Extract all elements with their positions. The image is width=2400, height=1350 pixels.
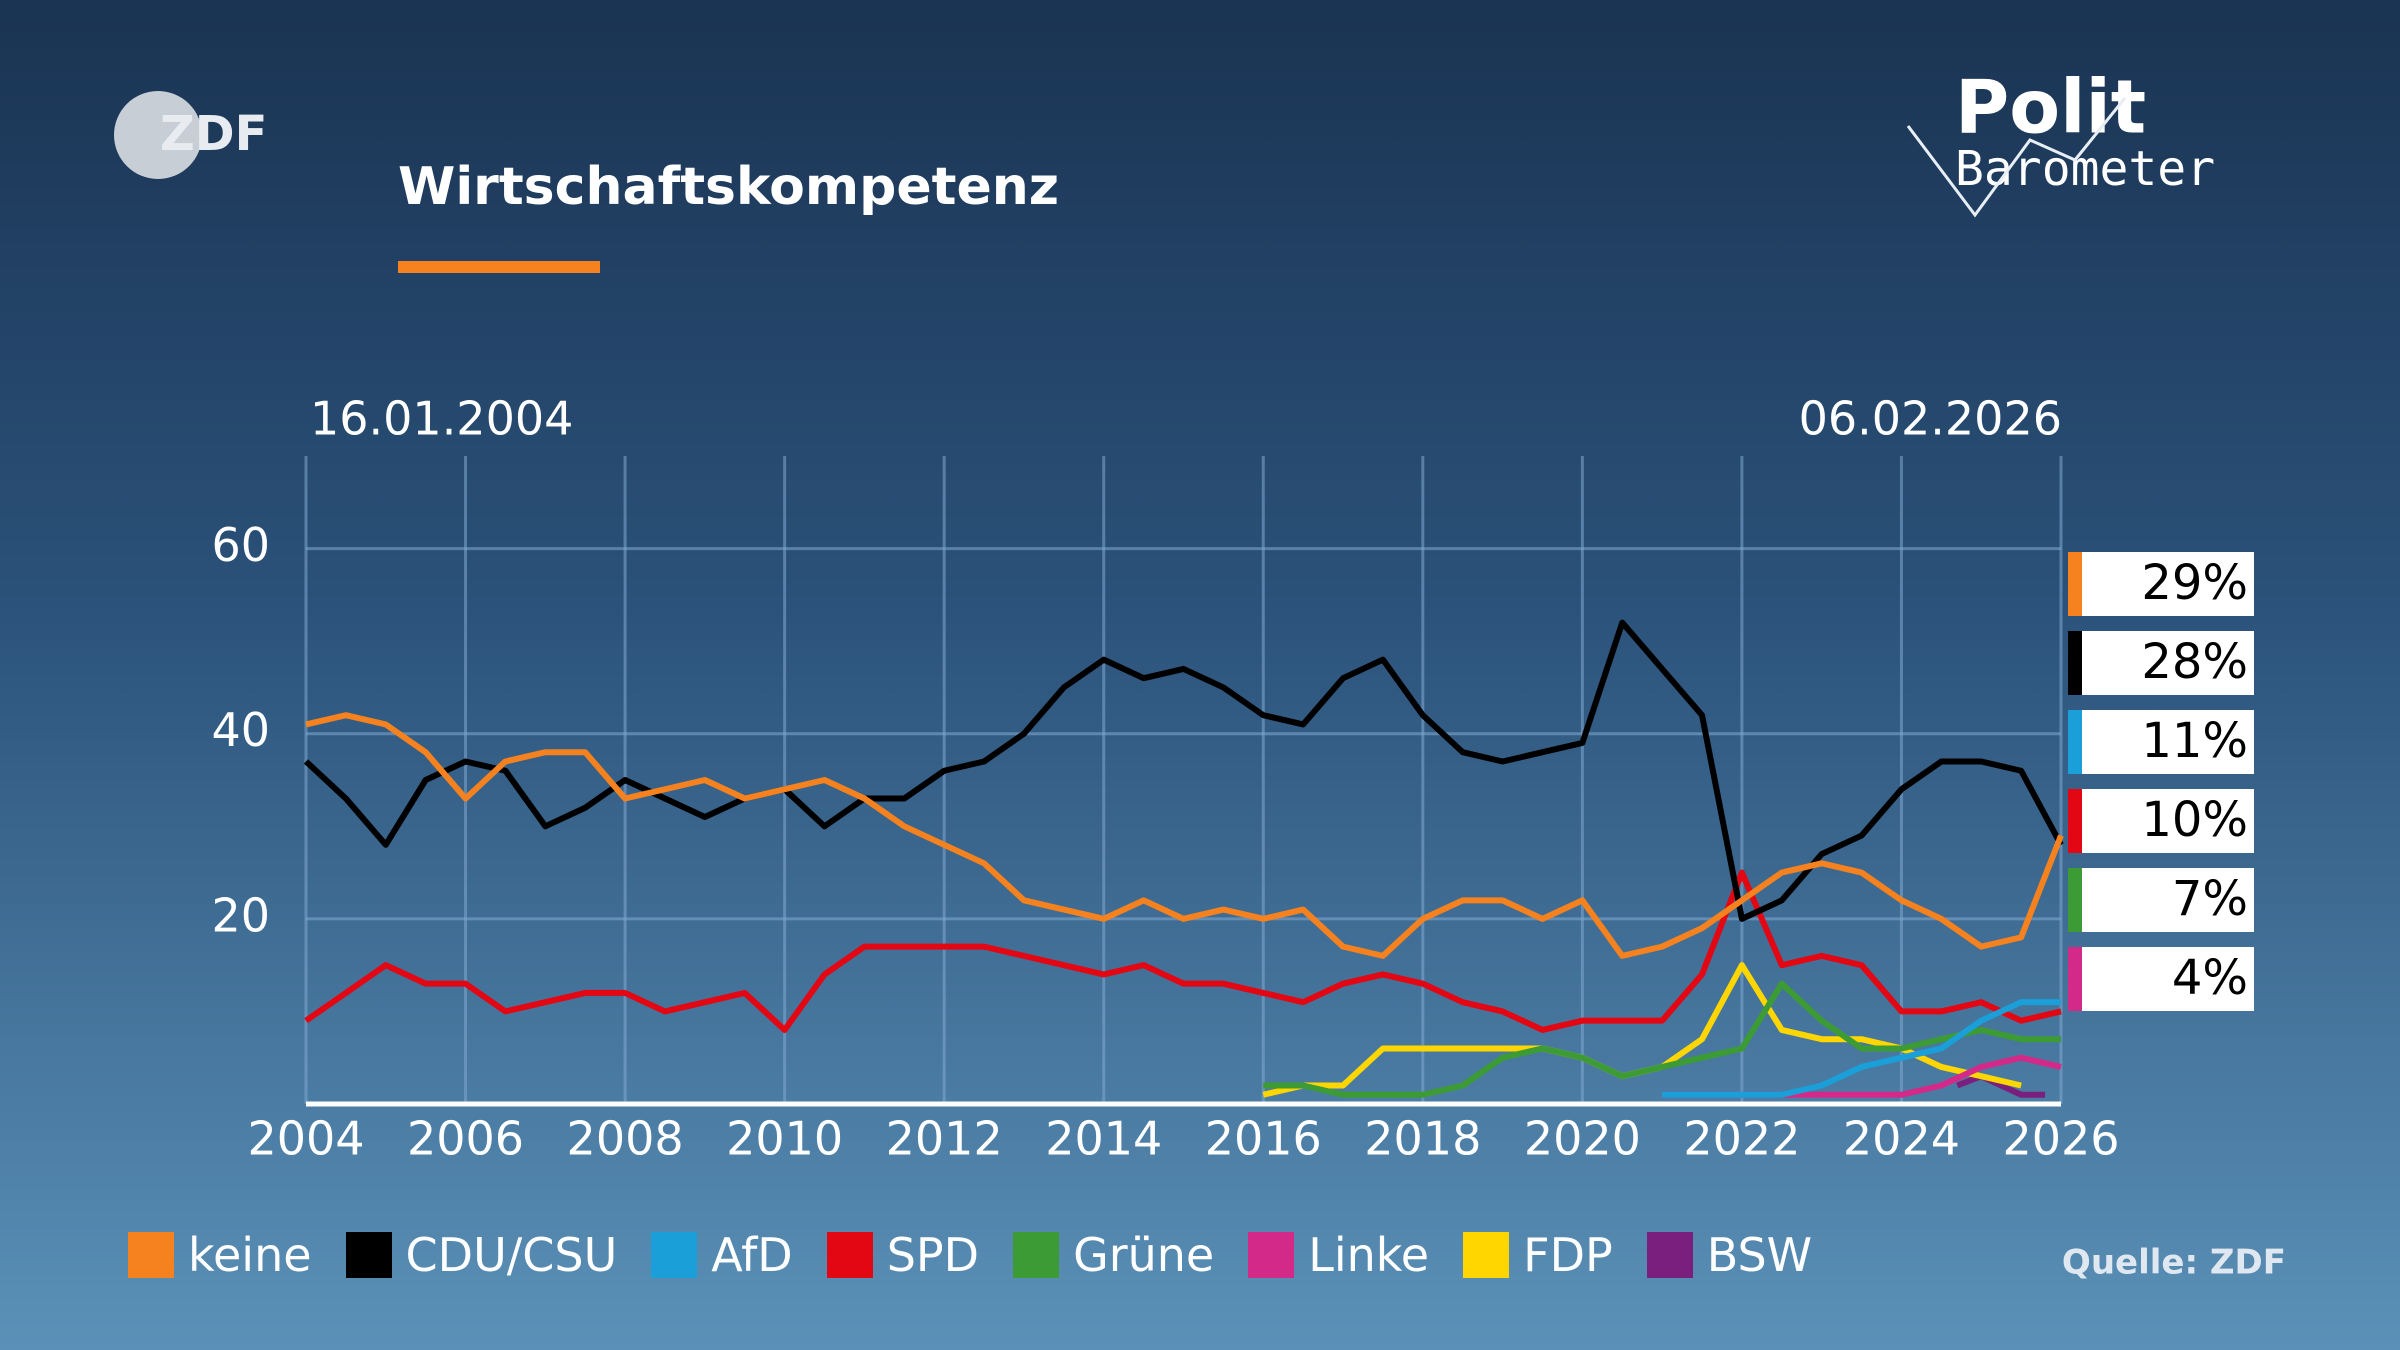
end-label-marker [2068, 947, 2082, 1011]
end-label-marker [2068, 552, 2082, 616]
y-tick-label: 40 [211, 703, 270, 757]
legend-label: Grüne [1073, 1228, 1215, 1282]
brand-check [1906, 97, 2127, 218]
end-label-box [2068, 789, 2254, 853]
legend-swatch [651, 1232, 698, 1278]
legend-item: AfD [651, 1228, 793, 1282]
end-label-marker [2068, 868, 2082, 932]
line-series [1262, 962, 2022, 1098]
end-label: 10% [2141, 792, 2248, 848]
source: Quelle: ZDF [2062, 1243, 2286, 1283]
legend-item: SPD [826, 1228, 980, 1282]
chart-title: Wirtschaftskompetenz [398, 157, 1059, 217]
legend: keine CDU/CSU AfD SPD Grüne Linke FDP BSW [128, 1228, 1812, 1282]
legend-item: BSW [1646, 1228, 1813, 1282]
end-label: 29% [2141, 555, 2248, 611]
x-tick-label: 2008 [567, 1112, 684, 1166]
date-end: 06.02.2026 [1799, 392, 2062, 446]
legend-swatch [345, 1232, 392, 1278]
logo: ZDF [160, 106, 267, 162]
line-series [1662, 999, 2061, 1098]
end-label-marker [2068, 710, 2082, 774]
x-tick-label: 2020 [1524, 1112, 1641, 1166]
end-label-box [2068, 868, 2254, 932]
title-underline [398, 261, 600, 273]
legend-label: BSW [1706, 1228, 1813, 1282]
end-label-box [2068, 947, 2254, 1011]
brand-bottom: Barometer [1955, 141, 2215, 197]
legend-swatch [1646, 1232, 1693, 1278]
line-series [303, 619, 2064, 922]
line-series [304, 869, 2062, 1033]
legend-label: CDU/CSU [405, 1228, 618, 1282]
x-tick-label: 2004 [247, 1112, 364, 1166]
legend-label: FDP [1523, 1228, 1613, 1282]
y-tick-label: 60 [211, 518, 270, 572]
line-series [1956, 1073, 2046, 1098]
end-label: 28% [2141, 634, 2248, 690]
x-tick-label: 2012 [886, 1112, 1003, 1166]
legend-item: keine [128, 1228, 312, 1282]
legend-label: AfD [711, 1228, 793, 1282]
x-tick-label: 2010 [726, 1112, 843, 1166]
legend-label: SPD [886, 1228, 980, 1282]
legend-swatch [1463, 1232, 1510, 1278]
line-series [1662, 1054, 2062, 1098]
x-tick-label: 2022 [1683, 1112, 1800, 1166]
legend-item: Linke [1248, 1228, 1429, 1282]
end-label-box [2068, 631, 2254, 695]
x-tick-label: 2006 [407, 1112, 524, 1166]
x-tick-label: 2014 [1045, 1112, 1162, 1166]
end-label-marker [2068, 789, 2082, 853]
end-label-marker [2068, 631, 2082, 695]
end-label: 7% [2172, 871, 2248, 927]
legend-swatch [826, 1232, 873, 1278]
x-tick-label: 2018 [1364, 1112, 1481, 1166]
x-tick-label: 2016 [1205, 1112, 1322, 1166]
x-tick-label: 2024 [1843, 1112, 1960, 1166]
line-series [305, 712, 2064, 959]
line-series [1263, 980, 2061, 1098]
legend-swatch [1013, 1232, 1060, 1278]
end-label-box [2068, 552, 2254, 616]
legend-item: CDU/CSU [345, 1228, 618, 1282]
logo-circle [114, 91, 202, 179]
legend-swatch [128, 1232, 174, 1278]
legend-label: keine [188, 1228, 312, 1282]
y-tick-label: 20 [211, 888, 270, 942]
date-start: 16.01.2004 [310, 392, 573, 446]
legend-item: Grüne [1013, 1228, 1214, 1282]
brand-top: Polit [1955, 65, 2146, 151]
legend-label: Linke [1308, 1228, 1430, 1282]
end-label: 11% [2141, 713, 2248, 769]
x-tick-label: 2026 [2002, 1112, 2119, 1166]
end-label: 4% [2172, 950, 2248, 1006]
legend-swatch [1248, 1232, 1295, 1278]
legend-item: FDP [1463, 1228, 1613, 1282]
end-label-box [2068, 710, 2254, 774]
